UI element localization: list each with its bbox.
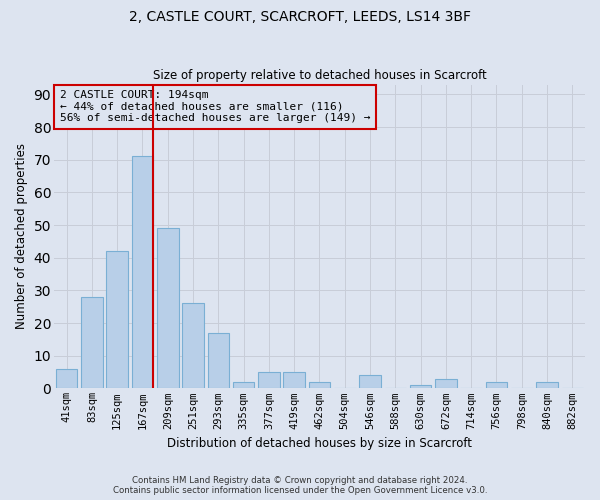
Bar: [359, 376, 381, 388]
Bar: [309, 382, 330, 388]
Bar: [81, 297, 103, 388]
Bar: [536, 382, 558, 388]
Bar: [233, 382, 254, 388]
Bar: [410, 385, 431, 388]
Bar: [132, 156, 153, 388]
Bar: [435, 378, 457, 388]
Text: 2, CASTLE COURT, SCARCROFT, LEEDS, LS14 3BF: 2, CASTLE COURT, SCARCROFT, LEEDS, LS14 …: [129, 10, 471, 24]
Bar: [283, 372, 305, 388]
Bar: [182, 304, 204, 388]
Title: Size of property relative to detached houses in Scarcroft: Size of property relative to detached ho…: [152, 69, 487, 82]
Bar: [56, 369, 77, 388]
X-axis label: Distribution of detached houses by size in Scarcroft: Distribution of detached houses by size …: [167, 437, 472, 450]
Bar: [486, 382, 507, 388]
Bar: [106, 251, 128, 388]
Bar: [258, 372, 280, 388]
Bar: [208, 333, 229, 388]
Bar: [157, 228, 179, 388]
Text: Contains HM Land Registry data © Crown copyright and database right 2024.
Contai: Contains HM Land Registry data © Crown c…: [113, 476, 487, 495]
Text: 2 CASTLE COURT: 194sqm
← 44% of detached houses are smaller (116)
56% of semi-de: 2 CASTLE COURT: 194sqm ← 44% of detached…: [59, 90, 370, 124]
Y-axis label: Number of detached properties: Number of detached properties: [15, 144, 28, 330]
